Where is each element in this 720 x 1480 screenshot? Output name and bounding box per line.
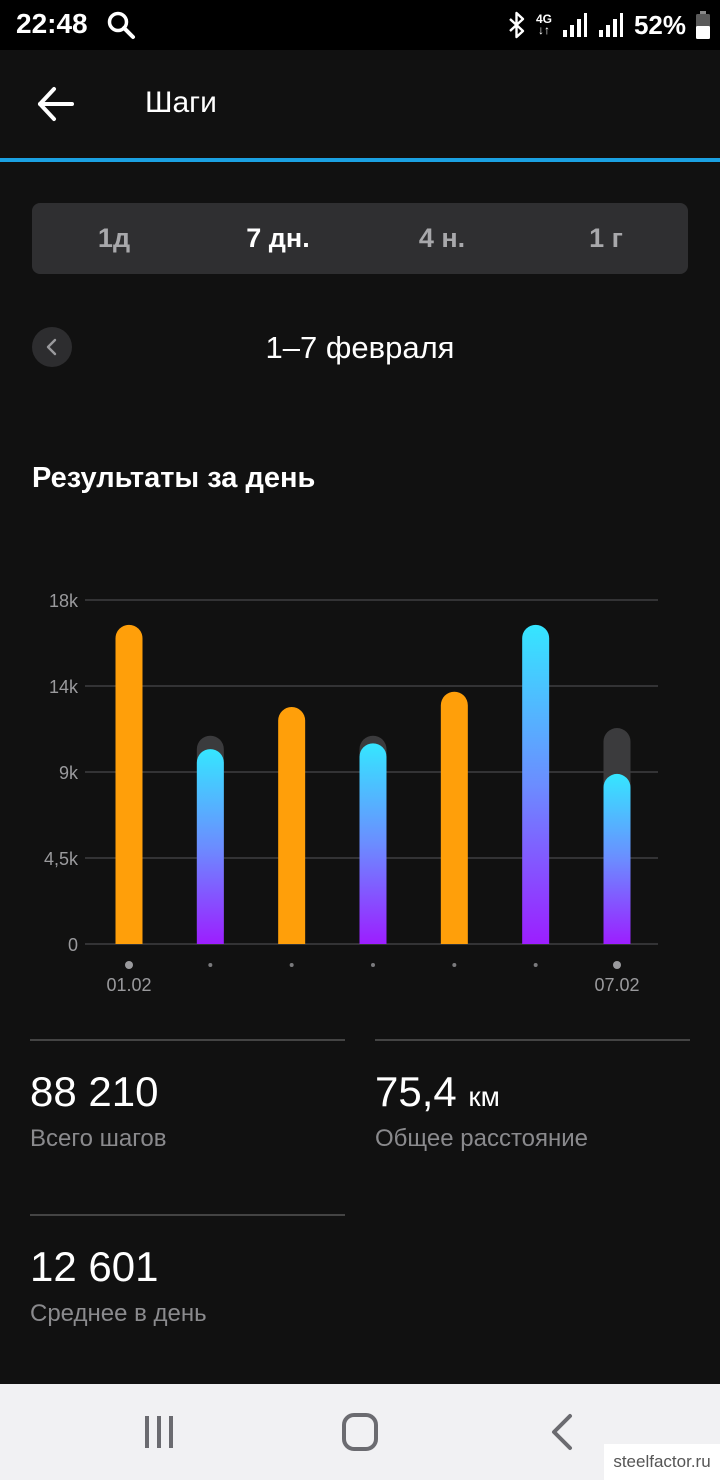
distance-value: 75,4 км [375,1068,500,1116]
y-tick-label: 9k [59,763,79,783]
status-time: 22:48 [16,8,88,39]
y-tick-label: 18k [49,591,79,611]
status-icons: 4G ↓↑ 52% [508,8,710,42]
total-steps-value: 88 210 [30,1068,159,1115]
distance-number: 75,4 [375,1068,457,1115]
step-bar[interactable] [359,743,387,944]
x-tick-dot [452,963,457,967]
tab-1-day[interactable]: 1д [97,223,131,253]
step-bar[interactable] [115,624,143,944]
metric-divider [30,1214,345,1216]
distance-label: Общее расстояние [375,1125,589,1152]
step-bar[interactable] [522,624,550,944]
y-tick-label: 4,5k [44,849,79,869]
step-bar[interactable] [440,691,468,944]
home-icon[interactable] [332,1406,388,1458]
range-selector: 1д 7 дн. 4 н. 1 г [32,203,688,274]
app-bar: Шаги [0,50,720,158]
x-tick-dot [208,963,213,967]
bluetooth-icon [509,11,525,39]
metric-divider [30,1039,345,1041]
chevron-left-icon [46,338,57,356]
recent-apps-icon[interactable] [131,1406,187,1458]
nav-back-icon[interactable] [534,1406,590,1458]
signal-icon [562,13,587,37]
tab-4-weeks[interactable]: 4 н. [418,223,466,253]
watermark: steelfactor.ru [604,1444,720,1480]
step-bar[interactable] [196,749,224,944]
daily-average-value: 12 601 [30,1243,159,1290]
period-label: 1–7 февраля [265,330,455,365]
distance-unit: км [468,1081,500,1112]
x-tick-dot [371,963,375,967]
signal-icon [598,13,623,37]
step-bar[interactable] [603,773,631,944]
page-title: Шаги [145,86,217,119]
previous-period-button[interactable] [32,327,72,367]
x-tick-label: 07.02 [594,975,639,995]
section-title: Результаты за день [32,462,316,494]
arrow-left-icon[interactable] [30,78,82,130]
daily-average-label: Среднее в день [30,1300,207,1327]
x-tick-dot [289,963,294,967]
battery-percent: 52% [633,9,686,40]
step-bar[interactable] [278,707,306,944]
y-tick-label: 14k [49,677,79,697]
tab-7-days[interactable]: 7 дн. [246,223,310,253]
y-tick-label: 0 [68,935,78,955]
search-icon [107,11,135,39]
accent-divider [0,158,720,162]
x-tick-label: 01.02 [106,975,151,995]
x-tick-dot [533,963,538,967]
battery-icon [696,11,710,39]
daily-steps-chart: 18k 14k 9k 4,5k 0 01.02 07.02 [44,591,658,995]
tab-1-year[interactable]: 1 г [589,223,623,253]
total-steps-label: Всего шагов [30,1125,167,1152]
system-nav-bar: steelfactor.ru [0,1384,720,1480]
status-bar: 22:48 4G ↓↑ 52% [0,0,720,50]
network-type: 4G ↓↑ [535,12,552,37]
metric-divider [375,1039,690,1041]
x-tick-dot [613,961,621,969]
x-tick-dot [125,961,133,969]
